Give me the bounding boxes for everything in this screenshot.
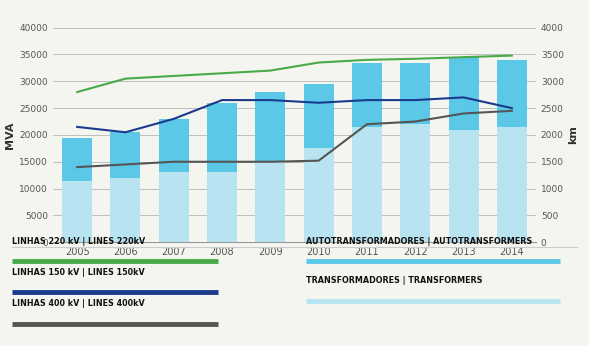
Bar xyxy=(111,178,140,242)
Bar xyxy=(62,181,92,242)
Text: LINHAS 150 kV | LINES 150kV: LINHAS 150 kV | LINES 150kV xyxy=(12,268,144,277)
Bar xyxy=(159,119,188,173)
Bar xyxy=(256,92,285,162)
Text: AUTOTRANSFORMADORES | AUTOTRANSFORMERS: AUTOTRANSFORMADORES | AUTOTRANSFORMERS xyxy=(306,237,532,246)
Bar xyxy=(159,173,188,242)
Bar xyxy=(497,127,527,242)
Text: TRANSFORMADORES | TRANSFORMERS: TRANSFORMADORES | TRANSFORMERS xyxy=(306,276,483,285)
Bar xyxy=(401,124,430,242)
Bar xyxy=(352,127,382,242)
Y-axis label: MVA: MVA xyxy=(5,121,15,149)
Bar xyxy=(256,162,285,242)
Bar xyxy=(449,57,478,130)
Bar xyxy=(62,138,92,181)
Bar xyxy=(449,130,478,242)
Bar xyxy=(207,103,237,173)
Bar xyxy=(352,63,382,127)
Bar xyxy=(497,60,527,127)
Bar xyxy=(207,173,237,242)
Text: LINHAS 400 kV | LINES 400kV: LINHAS 400 kV | LINES 400kV xyxy=(12,299,144,308)
Y-axis label: km: km xyxy=(568,126,578,144)
Bar xyxy=(401,63,430,124)
Text: LINHAS 220 kV | LINES 220kV: LINHAS 220 kV | LINES 220kV xyxy=(12,237,145,246)
Bar xyxy=(304,148,333,242)
Bar xyxy=(304,84,333,148)
Bar xyxy=(111,132,140,178)
